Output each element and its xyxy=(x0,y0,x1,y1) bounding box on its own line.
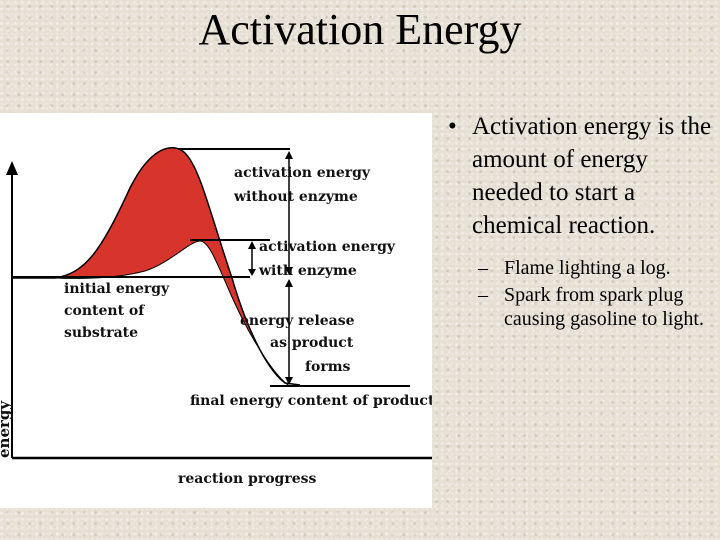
bullet-list: • Activation energy is the amount of ene… xyxy=(436,110,720,332)
sub-bullet-text: Spark from spark plug causing gasoline t… xyxy=(504,283,704,331)
bullet-dot-icon: • xyxy=(448,113,457,140)
label-initial-energy-1: initial energy xyxy=(64,281,170,297)
sub-bullet-text: Flame lighting a log. xyxy=(504,257,671,279)
enzyme-difference-area xyxy=(55,147,288,385)
sub-bullet-item: – Flame lighting a log. xyxy=(436,256,720,281)
arrowhead-up-icon xyxy=(285,151,293,159)
arrowhead-down-icon xyxy=(285,267,293,275)
arrowhead-down-icon xyxy=(285,377,293,385)
label-energy-release-1: energy release xyxy=(240,313,355,329)
arrowhead-up-icon xyxy=(285,279,293,287)
bullet-item-main: • Activation energy is the amount of ene… xyxy=(436,110,720,242)
curve-without-enzyme xyxy=(12,146,301,386)
slide-title: Activation Energy xyxy=(198,5,522,54)
label-initial-energy-2: content of xyxy=(64,303,145,319)
arrowhead-down-icon xyxy=(248,269,256,276)
energy-diagram-svg: energy reaction progress activation ener… xyxy=(0,146,432,487)
label-activation-without-enzyme-1: activation energy xyxy=(234,165,371,181)
activation-energy-diagram: energy reaction progress activation ener… xyxy=(0,113,432,508)
label-energy-release-2: as product xyxy=(270,335,354,351)
label-activation-without-enzyme-2: without enzyme xyxy=(233,189,358,205)
label-activation-with-enzyme-1: activation energy xyxy=(259,239,396,255)
sub-bullet-item: – Spark from spark plug causing gasoline… xyxy=(436,283,720,332)
arrowhead-up-icon xyxy=(248,241,256,249)
y-axis-label: energy xyxy=(0,400,13,458)
bullet-text-main: Activation energy is the amount of energ… xyxy=(472,113,712,239)
dash-bullet-icon: – xyxy=(478,283,488,306)
label-energy-release-3: forms xyxy=(305,359,351,375)
x-axis-label: reaction progress xyxy=(178,471,317,487)
label-initial-energy-3: substrate xyxy=(64,325,138,341)
label-activation-with-enzyme-2: with enzyme xyxy=(258,263,357,279)
label-final-energy: final energy content of products xyxy=(190,393,432,409)
dash-bullet-icon: – xyxy=(478,257,488,279)
y-axis-arrow-icon xyxy=(6,161,18,175)
